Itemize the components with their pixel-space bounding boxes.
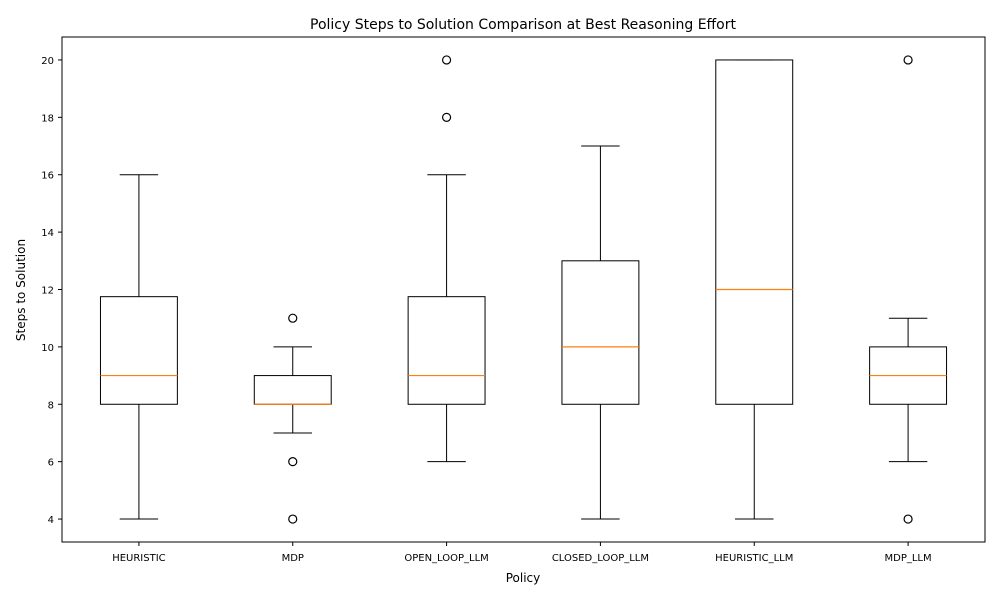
outlier-point bbox=[441, 112, 452, 122]
y-tick-label: 20 bbox=[41, 56, 54, 67]
box bbox=[99, 296, 178, 405]
outlier-point bbox=[288, 313, 298, 323]
x-tick-label: MDP bbox=[282, 553, 304, 564]
y-tick-label: 16 bbox=[41, 171, 54, 182]
x-axis-label: Policy bbox=[506, 571, 541, 585]
plot-frame bbox=[61, 36, 986, 543]
y-tick-label: 14 bbox=[41, 228, 54, 239]
y-tick-label: 10 bbox=[41, 343, 54, 354]
box bbox=[715, 59, 794, 405]
x-tick-label: HEURISTIC bbox=[112, 553, 165, 564]
box bbox=[407, 296, 486, 405]
outlier-point bbox=[288, 457, 298, 467]
chart-title: Policy Steps to Solution Comparison at B… bbox=[310, 17, 737, 33]
box bbox=[561, 260, 640, 405]
outlier-point bbox=[288, 514, 298, 524]
y-tick-label: 6 bbox=[48, 458, 54, 469]
outlier-point bbox=[441, 55, 452, 65]
x-tick-label: CLOSED_LOOP_LLM bbox=[552, 553, 649, 564]
x-tick-label: HEURISTIC_LLM bbox=[715, 553, 793, 564]
y-axis-label: Steps to Solution bbox=[14, 239, 28, 341]
x-tick-label: OPEN_LOOP_LLM bbox=[404, 553, 488, 564]
y-tick-label: 18 bbox=[41, 113, 54, 124]
box bbox=[253, 375, 332, 405]
y-tick-label: 12 bbox=[41, 286, 54, 297]
y-tick-label: 4 bbox=[48, 515, 54, 526]
outlier-point bbox=[903, 514, 913, 524]
outlier-point bbox=[903, 55, 913, 65]
x-tick-label: MDP_LLM bbox=[885, 553, 932, 564]
y-tick-label: 8 bbox=[48, 400, 54, 411]
